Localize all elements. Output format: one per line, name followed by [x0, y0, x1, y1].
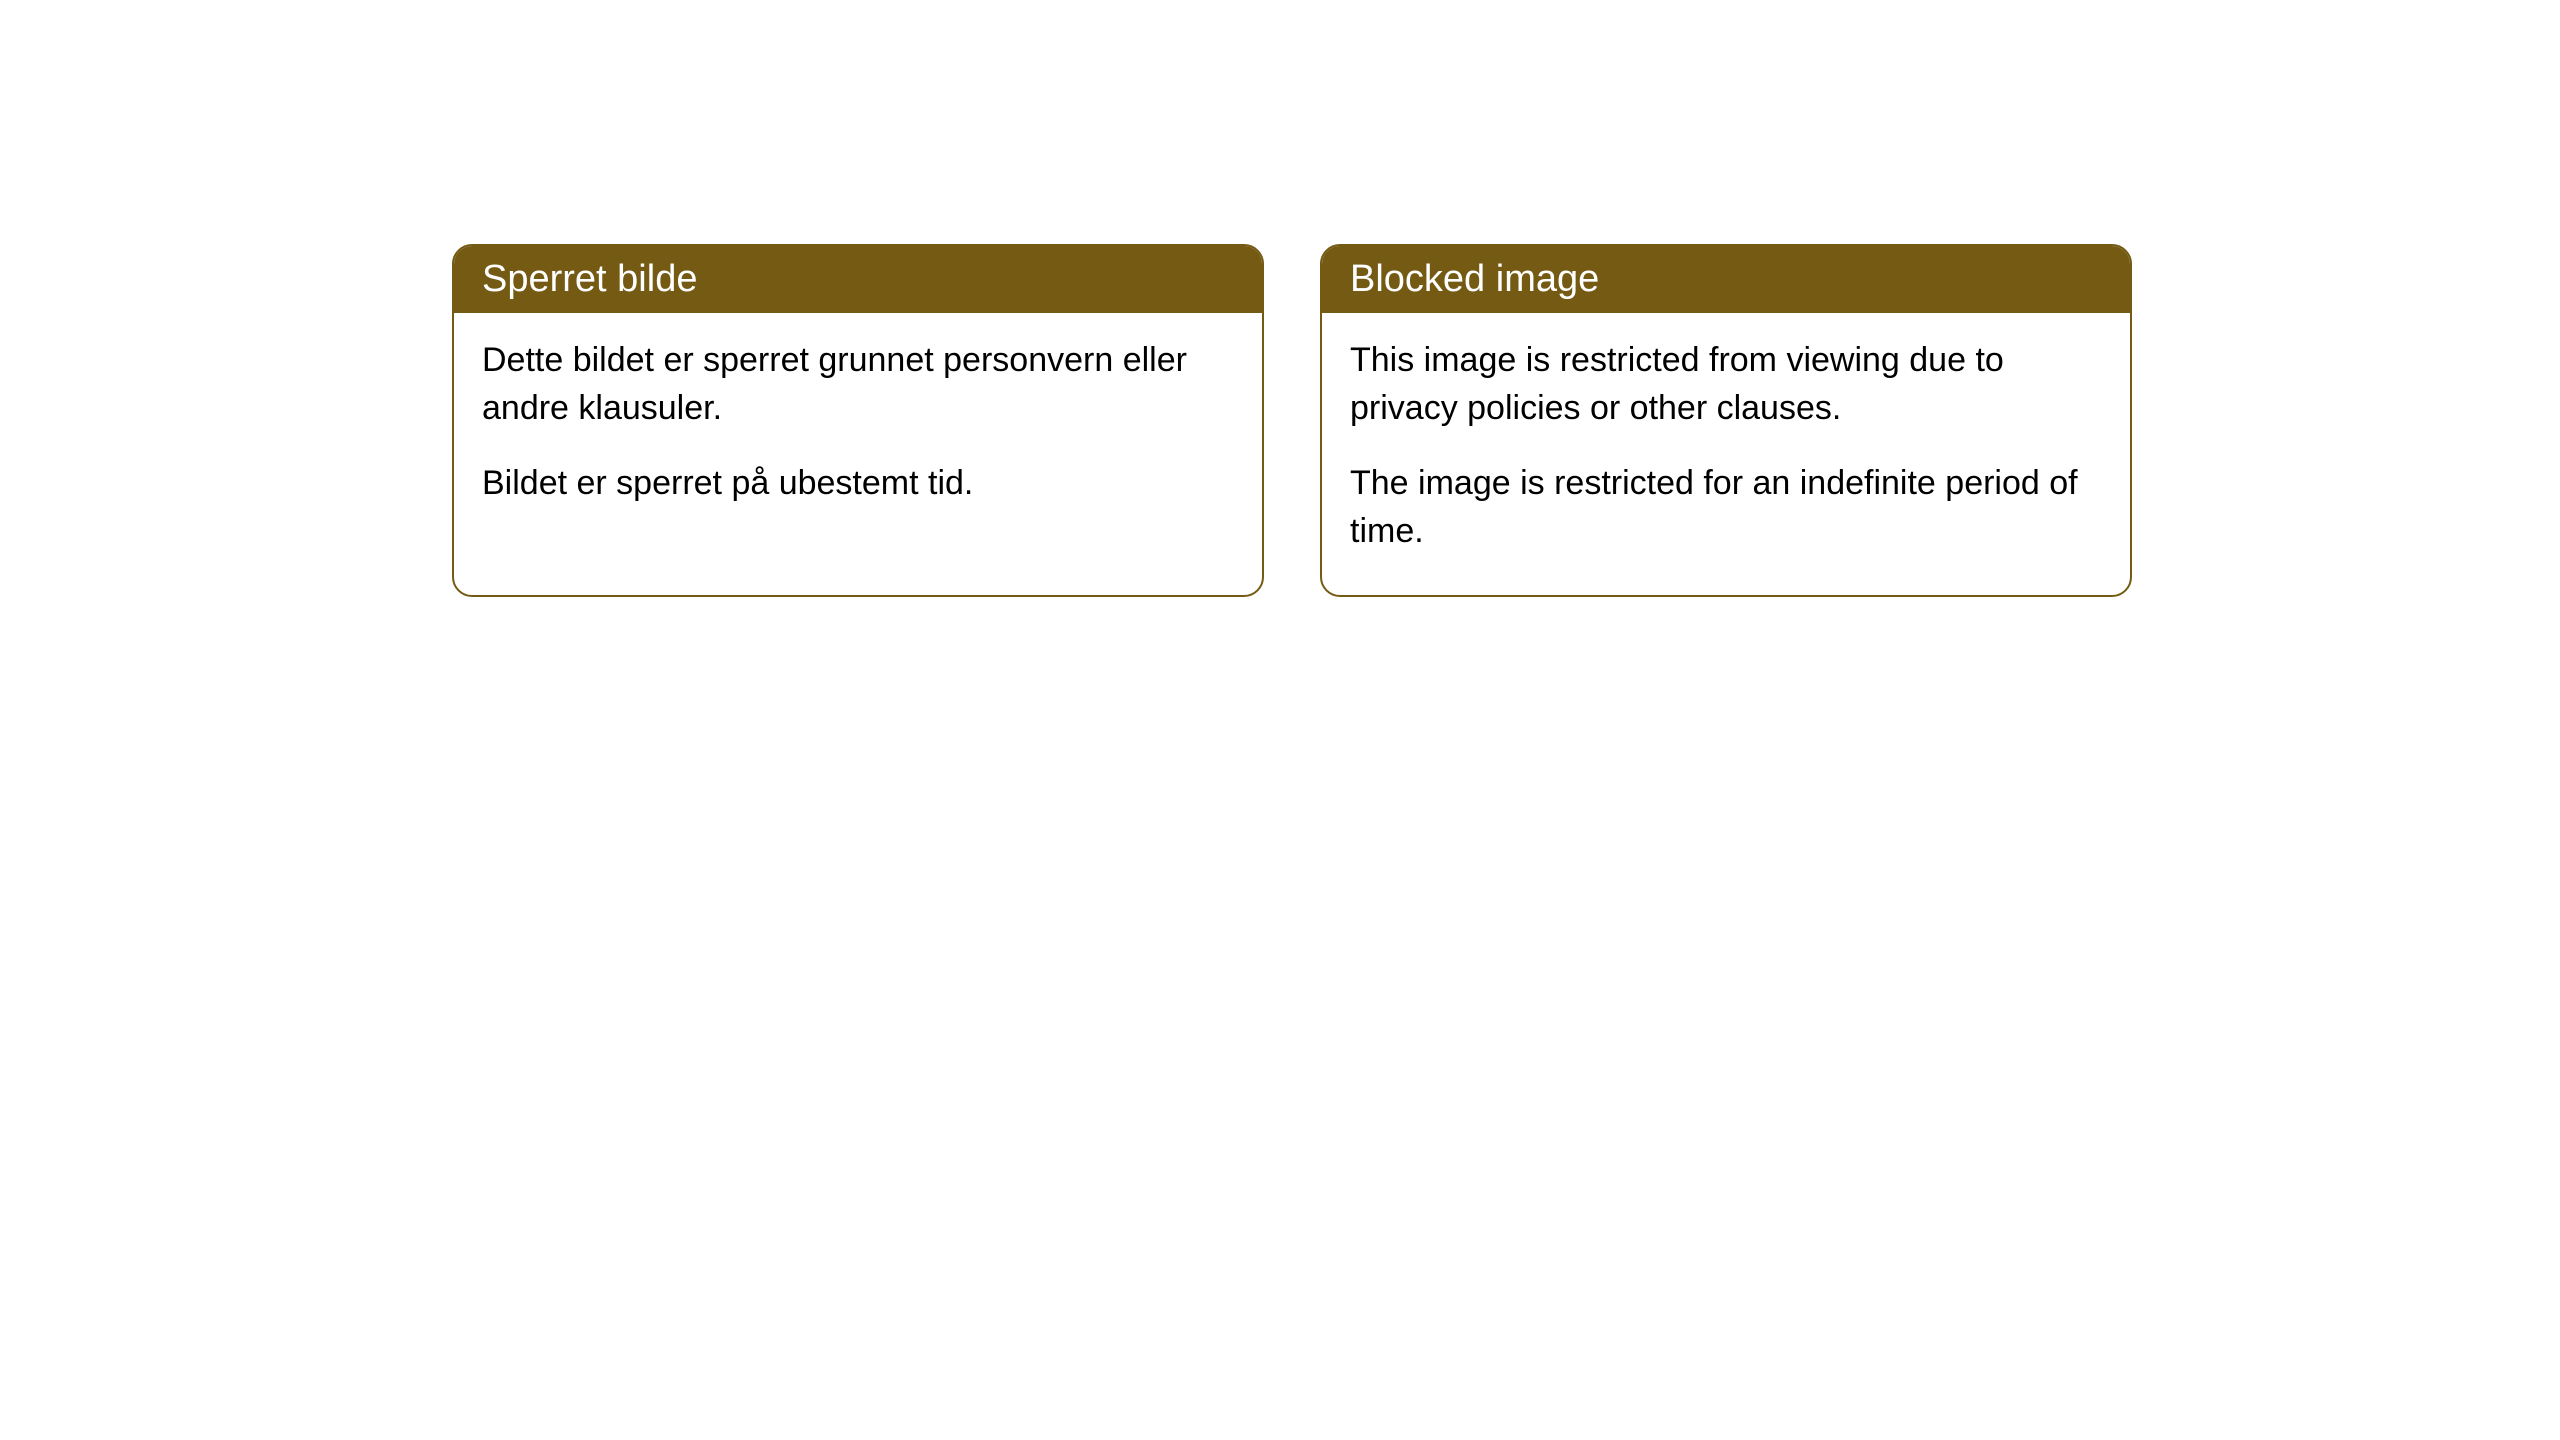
blocked-image-card-english: Blocked image This image is restricted f…	[1320, 244, 2132, 597]
card-body-norwegian: Dette bildet er sperret grunnet personve…	[454, 313, 1262, 548]
cards-container: Sperret bilde Dette bildet er sperret gr…	[452, 244, 2132, 597]
blocked-image-card-norwegian: Sperret bilde Dette bildet er sperret gr…	[452, 244, 1264, 597]
card-title-norwegian: Sperret bilde	[454, 246, 1262, 313]
card-text-english-2: The image is restricted for an indefinit…	[1350, 460, 2102, 555]
card-text-norwegian-1: Dette bildet er sperret grunnet personve…	[482, 337, 1234, 432]
card-text-english-1: This image is restricted from viewing du…	[1350, 337, 2102, 432]
card-title-english: Blocked image	[1322, 246, 2130, 313]
card-text-norwegian-2: Bildet er sperret på ubestemt tid.	[482, 460, 1234, 508]
card-body-english: This image is restricted from viewing du…	[1322, 313, 2130, 595]
